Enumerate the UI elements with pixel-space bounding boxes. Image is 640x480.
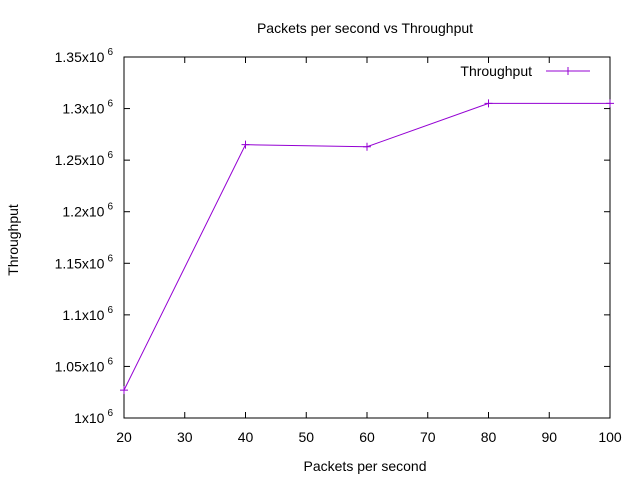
x-tick-label: 40 bbox=[238, 429, 254, 445]
chart-title: Packets per second vs Throughput bbox=[257, 20, 473, 36]
x-axis-label: Packets per second bbox=[304, 458, 427, 474]
y-tick-mantissa: 1.35 bbox=[55, 49, 82, 65]
y-tick-mantissa: 1.05 bbox=[55, 358, 82, 374]
y-tick-exponent: 6 bbox=[107, 47, 113, 58]
x-tick-label: 20 bbox=[116, 429, 132, 445]
y-tick-base: x10 bbox=[82, 307, 105, 323]
data-point-marker bbox=[120, 386, 128, 395]
y-tick-label: 1x10 6 bbox=[74, 408, 113, 426]
y-tick-mantissa: 1.1 bbox=[62, 307, 82, 323]
x-tick-label: 80 bbox=[481, 429, 497, 445]
y-tick-base: x10 bbox=[82, 410, 105, 426]
y-tick-exponent: 6 bbox=[107, 356, 113, 367]
x-tick-label: 50 bbox=[298, 429, 314, 445]
y-tick-label: 1.1x10 6 bbox=[62, 305, 113, 323]
y-tick-exponent: 6 bbox=[107, 408, 113, 419]
y-tick-base: x10 bbox=[82, 204, 105, 220]
y-tick-mantissa: 1.25 bbox=[55, 152, 82, 168]
y-tick-mantissa: 1.3 bbox=[62, 101, 82, 117]
y-tick-exponent: 6 bbox=[107, 99, 113, 110]
y-tick-mantissa: 1 bbox=[74, 410, 82, 426]
y-tick-exponent: 6 bbox=[107, 150, 113, 161]
legend-marker bbox=[564, 67, 572, 75]
x-tick-label: 30 bbox=[177, 429, 193, 445]
y-tick-mantissa: 1.2 bbox=[62, 204, 82, 220]
y-tick-label: 1.15x10 6 bbox=[55, 253, 114, 271]
y-tick-base: x10 bbox=[82, 358, 105, 374]
x-tick-label: 90 bbox=[541, 429, 557, 445]
y-tick-label: 1.05x10 6 bbox=[55, 356, 114, 374]
y-tick-exponent: 6 bbox=[107, 305, 113, 316]
y-tick-mantissa: 1.15 bbox=[55, 255, 82, 271]
y-axis-label: Throughput bbox=[5, 204, 21, 276]
y-tick-exponent: 6 bbox=[107, 253, 113, 264]
data-point-marker bbox=[606, 99, 614, 108]
x-tick-label: 60 bbox=[359, 429, 375, 445]
y-tick-base: x10 bbox=[82, 49, 105, 65]
x-tick-label: 100 bbox=[598, 429, 622, 445]
y-tick-label: 1.35x10 6 bbox=[55, 47, 114, 65]
x-tick-label: 70 bbox=[420, 429, 436, 445]
data-point-marker bbox=[484, 99, 493, 108]
data-point-marker bbox=[363, 142, 371, 151]
legend-label: Throughput bbox=[460, 63, 532, 79]
y-tick-exponent: 6 bbox=[107, 202, 113, 213]
y-tick-label: 1.25x10 6 bbox=[55, 150, 114, 168]
y-tick-base: x10 bbox=[82, 152, 105, 168]
data-point-marker bbox=[241, 140, 250, 149]
y-tick-base: x10 bbox=[82, 255, 105, 271]
plot-frame bbox=[123, 56, 611, 419]
y-tick-label: 1.3x10 6 bbox=[62, 99, 113, 117]
y-tick-label: 1.2x10 6 bbox=[62, 202, 113, 220]
y-tick-base: x10 bbox=[82, 101, 105, 117]
